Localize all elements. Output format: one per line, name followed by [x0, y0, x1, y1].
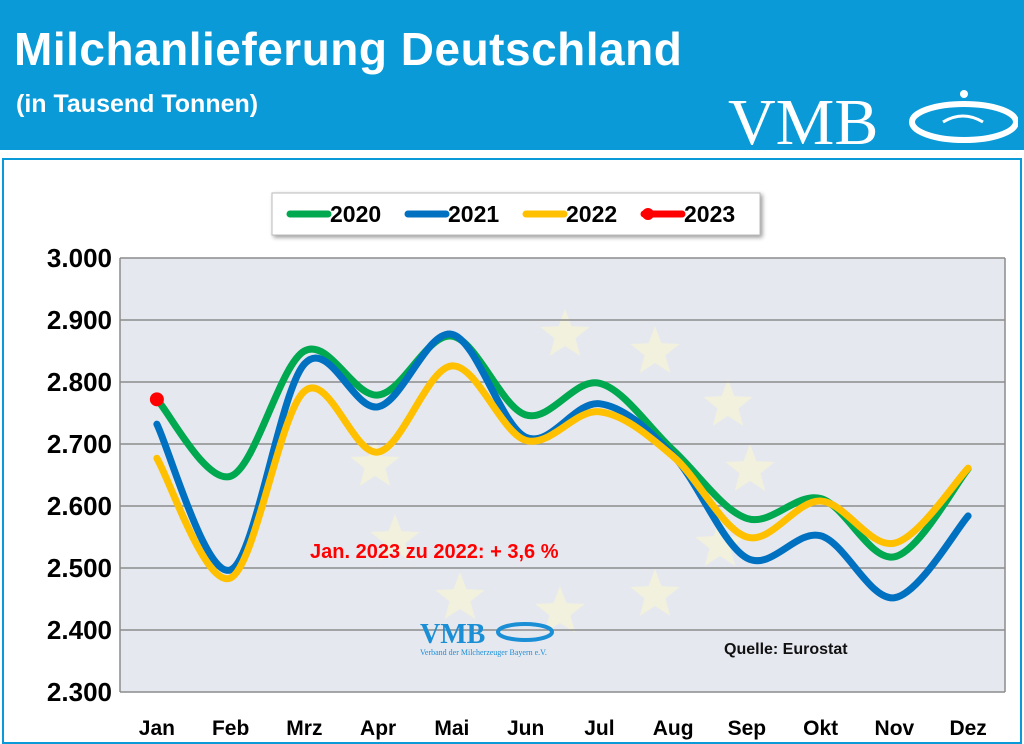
- page-subtitle: (in Tausend Tonnen): [16, 90, 259, 118]
- x-tick-label: Nov: [875, 717, 915, 740]
- x-tick-label: Jun: [507, 717, 544, 740]
- legend-label: 2020: [330, 201, 381, 227]
- star-icon: [630, 326, 680, 373]
- svg-text:Verband der Milcherzeuger Baye: Verband der Milcherzeuger Bayern e.V.: [420, 648, 547, 657]
- series-line-2022: [153, 362, 972, 582]
- y-tick-label: 2.700: [47, 429, 112, 459]
- star-icon: [695, 519, 745, 566]
- star-icon: [703, 379, 753, 426]
- legend: 2020 2021 2022 2023: [271, 192, 761, 236]
- x-tick-label: Dez: [949, 717, 986, 740]
- y-tick-label: 2.600: [47, 491, 112, 521]
- y-tick-label: 2.800: [47, 367, 112, 397]
- legend-label: 2023: [684, 201, 735, 227]
- svg-text:VMB: VMB: [420, 619, 485, 650]
- y-tick-label: 2.900: [47, 305, 112, 335]
- star-icon: [725, 444, 775, 491]
- x-tick-label: Sep: [728, 717, 767, 740]
- svg-text:VMB: VMB: [728, 86, 878, 152]
- x-tick-label: Apr: [360, 717, 396, 740]
- star-icon: [630, 569, 680, 616]
- x-tick-label: Aug: [653, 717, 694, 740]
- y-tick-label: 2.400: [47, 615, 112, 645]
- x-tick-label: Mrz: [286, 717, 322, 740]
- star-icon: [540, 309, 590, 356]
- source-text: Quelle: Eurostat: [724, 641, 848, 658]
- star-icon: [535, 586, 585, 633]
- vmb-logo: VMB: [728, 86, 1018, 152]
- legend-label: 2021: [448, 201, 499, 227]
- star-icon: [370, 514, 420, 561]
- page-title: Milchanlieferung Deutschland: [14, 23, 683, 75]
- watermark-logo: VMB Verband der Milcherzeuger Bayern e.V…: [420, 619, 554, 657]
- y-tick-label: 3.000: [47, 243, 112, 273]
- eu-stars-background: [350, 309, 775, 633]
- logo-swirl-icon: [909, 101, 1018, 143]
- star-icon: [435, 572, 485, 619]
- x-tick-label: Feb: [212, 717, 249, 740]
- y-tick-label: 2.500: [47, 553, 112, 583]
- star-icon: [350, 439, 400, 486]
- y-tick-label: 2.300: [47, 677, 112, 707]
- x-tick-label: Jan: [139, 717, 175, 740]
- x-tick-label: Okt: [803, 717, 838, 740]
- header-banner: Milchanlieferung Deutschland (in Tausend…: [0, 0, 1024, 152]
- x-tick-label: Jul: [584, 717, 614, 740]
- legend-label: 2022: [566, 201, 617, 227]
- x-tick-label: Mai: [434, 717, 469, 740]
- annotation-text: Jan. 2023 zu 2022: + 3,6 %: [310, 541, 559, 563]
- data-point-2023: [149, 392, 164, 407]
